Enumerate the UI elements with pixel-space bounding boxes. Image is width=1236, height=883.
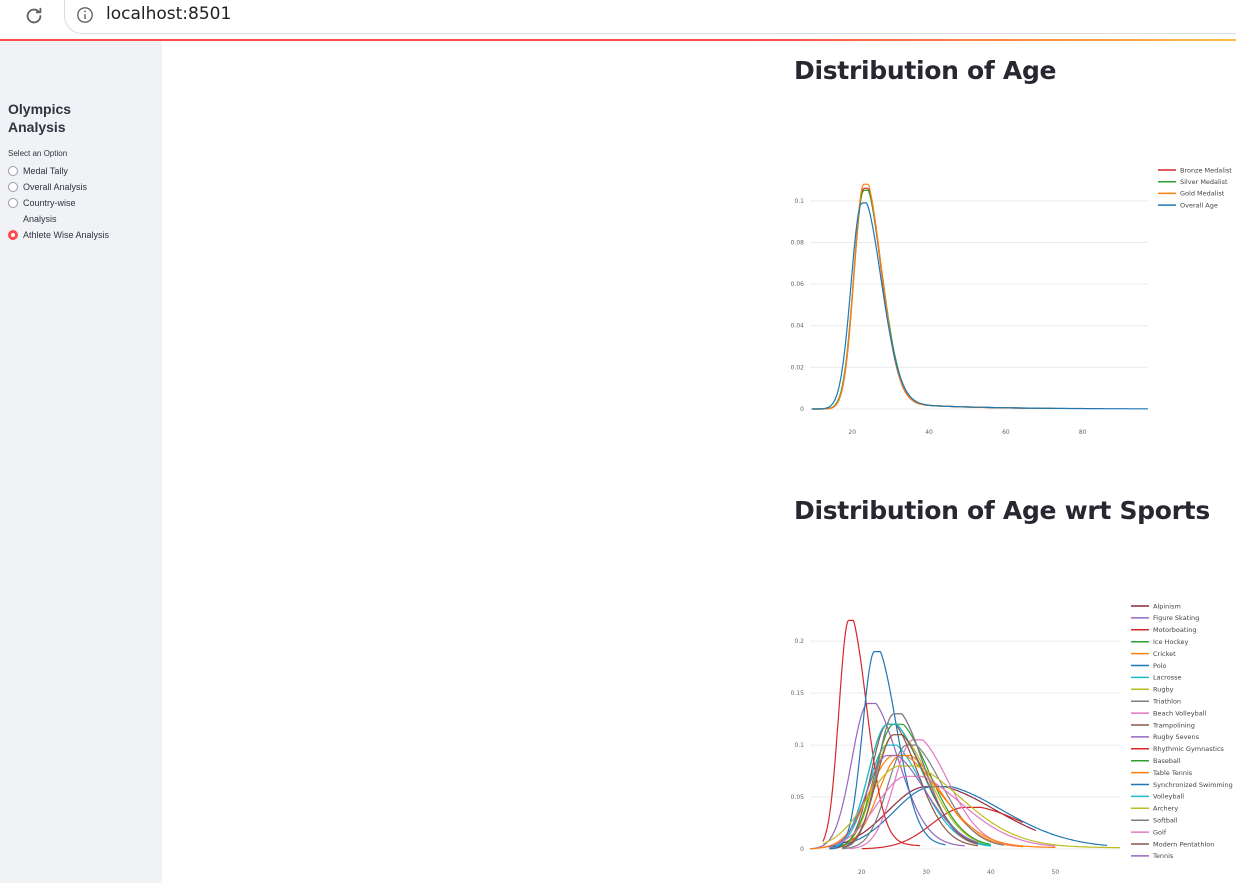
legend-item-label[interactable]: Synchronized Swimming xyxy=(1153,781,1233,789)
y-tick-label: 0.08 xyxy=(791,239,805,246)
series-line-figure-skating[interactable] xyxy=(809,702,966,850)
browser-toolbar: localhost:8501 xyxy=(0,0,1236,40)
section-title-age-by-sport: Distribution of Age wrt Sports xyxy=(794,496,1210,525)
radio-button[interactable] xyxy=(8,198,18,208)
legend-item-label[interactable]: Bronze Medalist xyxy=(1180,166,1232,174)
radio-option-label: Athlete Wise Analysis xyxy=(23,230,110,240)
series-line-polo[interactable] xyxy=(829,786,1108,848)
legend-item-label[interactable]: Rhythmic Gymnastics xyxy=(1153,745,1225,753)
radio-button[interactable] xyxy=(8,166,18,176)
radio-option-medal-tally[interactable]: Medal Tally xyxy=(8,163,113,179)
sidebar: Olympics Analysis Select an Option Medal… xyxy=(0,41,162,883)
y-tick-label: 0.05 xyxy=(791,794,805,801)
legend-item-label[interactable]: Baseball xyxy=(1153,757,1181,765)
sidebar-title: Olympics Analysis xyxy=(8,101,72,135)
x-tick-label: 20 xyxy=(848,429,856,436)
x-tick-label: 50 xyxy=(1052,869,1060,876)
legend-item-label[interactable]: Silver Medalist xyxy=(1180,178,1228,186)
y-tick-label: 0 xyxy=(800,846,804,853)
legend-item-label[interactable]: Modern Pentathlon xyxy=(1153,840,1214,848)
legend-item-label[interactable]: Figure Skating xyxy=(1153,614,1199,622)
legend-item-label[interactable]: Rugby xyxy=(1153,686,1174,694)
radio-option-country-wise-analysis[interactable]: Country-wise Analysis xyxy=(8,195,89,227)
series-line-rugby[interactable] xyxy=(842,734,991,847)
age-distribution-chart[interactable]: 0 0.02 0.04 0.06 0.08 0.1 20 40 60 80 Bronze Medal… xyxy=(784,160,1236,450)
legend-item-label[interactable]: Motorboating xyxy=(1153,626,1196,634)
legend-item-label[interactable]: Alpinism xyxy=(1153,602,1181,610)
series-line-triathlon[interactable] xyxy=(842,744,1004,850)
series-line-bronze-medalist[interactable] xyxy=(811,187,1052,410)
radio-option-label: Medal Tally xyxy=(23,166,68,176)
reload-icon xyxy=(26,7,42,24)
app-header-decoration xyxy=(0,39,1236,41)
y-tick-label: 0.06 xyxy=(791,281,805,288)
y-tick-label: 0.1 xyxy=(794,198,804,205)
legend-item-label[interactable]: Ice Hockey xyxy=(1153,638,1189,646)
y-tick-label: 0.1 xyxy=(794,742,804,749)
series-line-overall-age[interactable] xyxy=(811,202,1148,410)
info-icon[interactable] xyxy=(76,6,94,24)
series-line-golf[interactable] xyxy=(835,775,1056,847)
y-tick-label: 0.2 xyxy=(794,638,804,645)
legend-item-label[interactable]: Tennis xyxy=(1152,852,1174,860)
radio-option-athlete-wise-analysis[interactable]: Athlete Wise Analysis xyxy=(8,227,113,243)
x-tick-label: 80 xyxy=(1079,429,1087,436)
x-tick-label: 60 xyxy=(1002,429,1010,436)
reload-button[interactable] xyxy=(18,2,50,30)
x-tick-label: 30 xyxy=(922,869,930,876)
legend-item-label[interactable]: Table Tennis xyxy=(1152,769,1193,777)
legend-item-label[interactable]: Archery xyxy=(1153,805,1178,813)
legend-item-label[interactable]: Overall Age xyxy=(1180,201,1218,209)
series-line-tennis[interactable] xyxy=(829,754,979,848)
url-text[interactable]: localhost:8501 xyxy=(106,4,232,24)
radio-option-label: Country-wise Analysis xyxy=(23,198,76,224)
legend-item-label[interactable]: Polo xyxy=(1153,662,1166,670)
series-line-silver-medalist[interactable] xyxy=(811,189,1056,410)
x-tick-label: 40 xyxy=(925,429,933,436)
y-tick-label: 0.04 xyxy=(791,323,805,330)
y-tick-label: 0 xyxy=(800,406,804,413)
x-tick-label: 40 xyxy=(987,869,995,876)
series-line-beach-volleyball[interactable] xyxy=(848,739,1017,850)
legend-item-label[interactable]: Triathlon xyxy=(1152,698,1181,706)
section-title-age-distribution: Distribution of Age xyxy=(794,56,1057,85)
legend-item-label[interactable]: Volleyball xyxy=(1153,793,1184,801)
legend-item-label[interactable]: Cricket xyxy=(1153,650,1176,658)
radio-option-label: Overall Analysis xyxy=(23,182,88,192)
legend-item-label[interactable]: Rugby Sevens xyxy=(1153,733,1200,741)
y-tick-label: 0.15 xyxy=(791,690,805,697)
legend-item-label[interactable]: Softball xyxy=(1153,817,1178,825)
legend-item-label[interactable]: Golf xyxy=(1153,828,1167,836)
series-line-synchronized-swimming[interactable] xyxy=(829,651,946,850)
radio-option-overall-analysis[interactable]: Overall Analysis xyxy=(8,179,113,195)
legend-item-label[interactable]: Gold Medalist xyxy=(1180,190,1225,198)
legend-item-label[interactable]: Lacrosse xyxy=(1153,674,1181,682)
series-line-gold-medalist[interactable] xyxy=(811,183,1029,410)
radio-button-selected[interactable] xyxy=(8,230,18,240)
radio-button[interactable] xyxy=(8,182,18,192)
legend-item-label[interactable]: Beach Volleyball xyxy=(1153,709,1206,717)
radio-group-label: Select an Option xyxy=(8,149,68,158)
legend-item-label[interactable]: Trampolining xyxy=(1152,721,1195,729)
x-tick-label: 20 xyxy=(858,869,866,876)
y-tick-label: 0.02 xyxy=(791,364,805,371)
age-by-sport-chart[interactable]: 0 0.05 0.1 0.15 0.2 20 30 40 50 Alpinism Figure Sk… xyxy=(784,598,1236,880)
address-bar[interactable] xyxy=(64,0,1236,34)
series-line-rhythmic-gymnastics[interactable] xyxy=(822,619,920,847)
